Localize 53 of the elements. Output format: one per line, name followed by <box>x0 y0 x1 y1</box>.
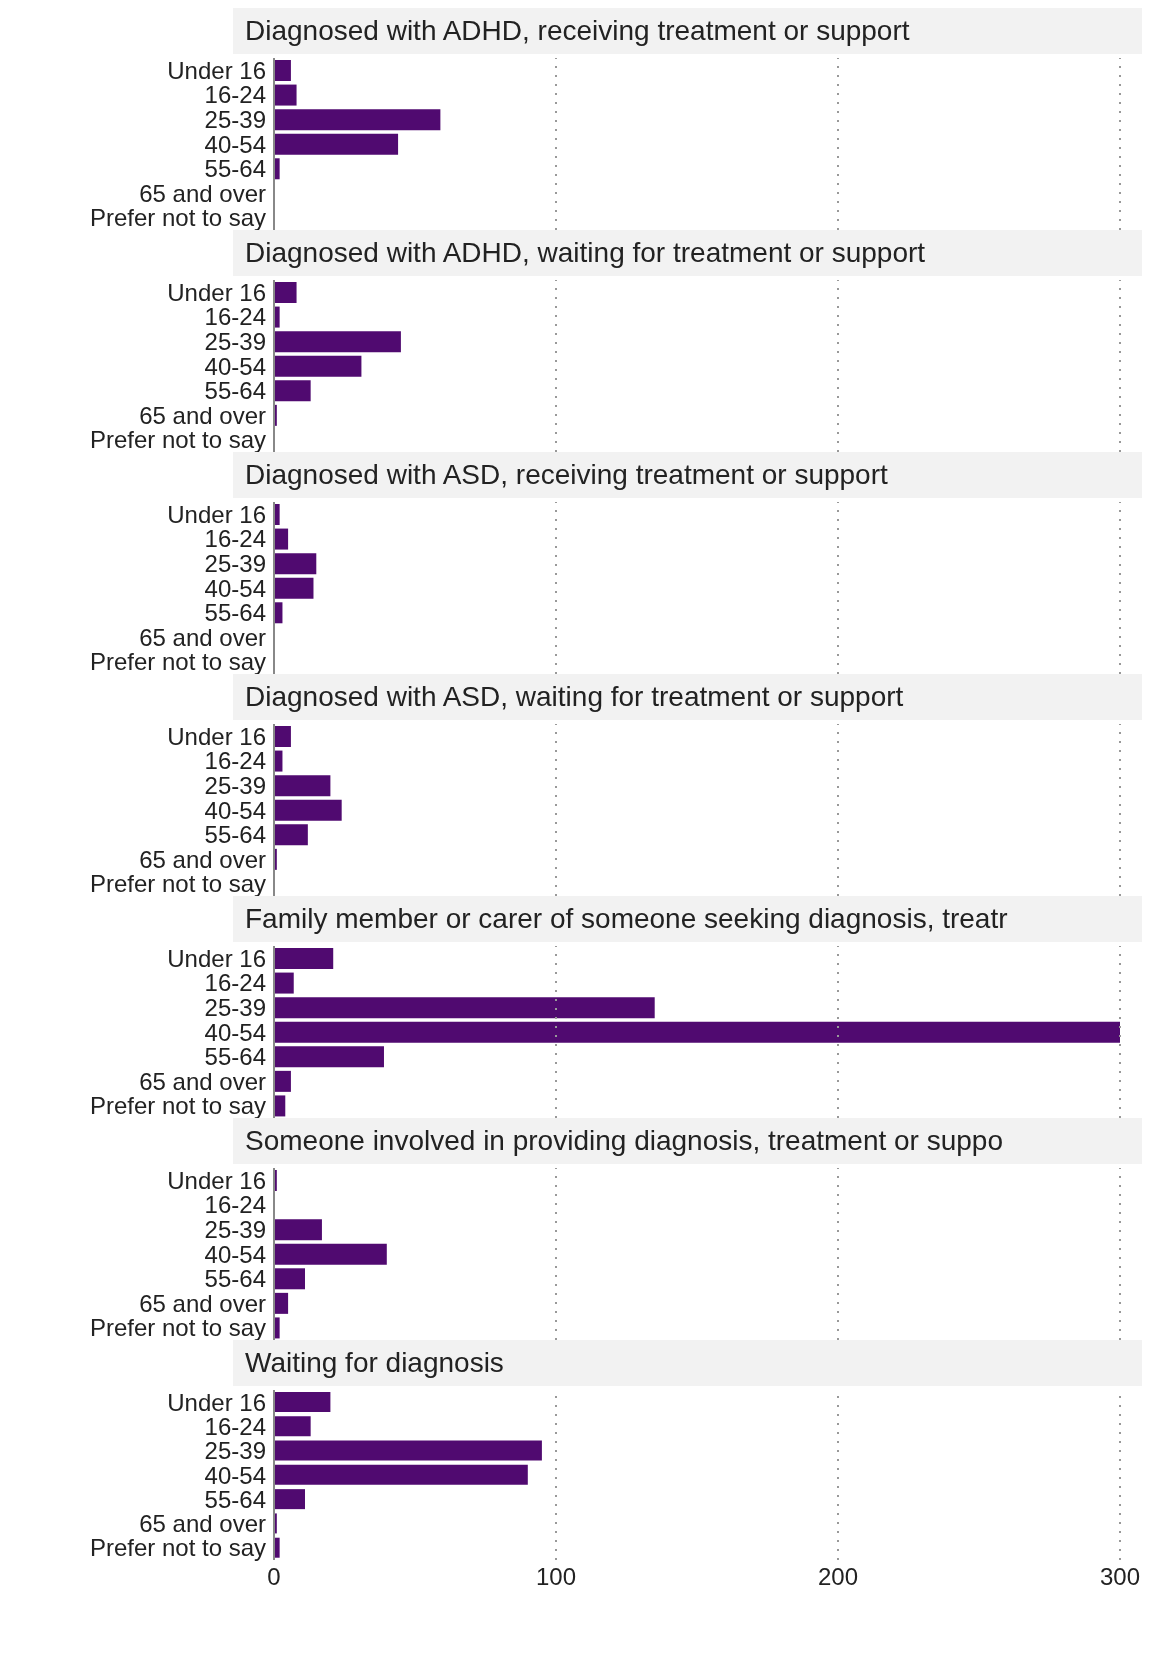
bar <box>274 1392 331 1412</box>
x-tick-label: 100 <box>535 1563 577 1591</box>
chart-title: Someone involved in providing diagnosis, treatment or suppo <box>233 1118 1142 1164</box>
chart-title: Diagnosed with ASD, receiving treatment or support <box>233 452 1142 498</box>
bar <box>274 355 362 377</box>
bar <box>274 60 291 81</box>
y-tick-label: 40-54 <box>204 130 266 158</box>
bar <box>274 799 342 821</box>
y-tick-label: 40-54 <box>204 574 266 602</box>
bar <box>274 1070 291 1092</box>
chart-title: Waiting for diagnosis <box>233 1340 1142 1386</box>
bar <box>274 133 399 155</box>
bar <box>274 577 314 599</box>
chart-title: Diagnosed with ASD, waiting for treatment or support <box>233 674 1142 720</box>
bar <box>274 997 655 1019</box>
x-tick-label: 200 <box>817 1563 859 1591</box>
bar <box>274 1464 528 1485</box>
bar <box>274 380 311 402</box>
bar <box>274 726 291 747</box>
bar <box>274 1219 322 1241</box>
y-tick-label: Under 16 <box>167 722 266 750</box>
bar <box>274 282 297 303</box>
bar <box>274 331 401 353</box>
y-tick-label: Under 16 <box>167 944 266 972</box>
x-tick-label: 300 <box>1099 1563 1141 1591</box>
chart-title: Diagnosed with ADHD, receiving treatment or support <box>233 8 1142 54</box>
bar <box>274 1416 311 1437</box>
bar <box>274 1292 289 1314</box>
bar <box>274 1243 387 1265</box>
bar <box>274 84 297 106</box>
bar <box>274 824 308 846</box>
bar <box>274 1021 1120 1043</box>
y-tick-label: Under 16 <box>167 500 266 528</box>
y-tick-label: 40-54 <box>204 796 266 824</box>
y-tick-label: 40-54 <box>204 1018 266 1046</box>
bar <box>274 775 331 797</box>
x-tick-label: 0 <box>267 1563 281 1591</box>
bar <box>274 948 334 969</box>
bar <box>274 553 317 575</box>
y-tick-label: Under 16 <box>167 56 266 84</box>
y-tick-label: Under 16 <box>167 1166 266 1194</box>
bar <box>274 1440 542 1461</box>
y-tick-label: Under 16 <box>167 278 266 306</box>
y-tick-label: 40-54 <box>204 352 266 380</box>
chart-title: Diagnosed with ADHD, waiting for treatment or support <box>233 230 1142 276</box>
bar <box>274 1046 384 1068</box>
chart-title: Family member or carer of someone seeking diagnosis, treatr <box>233 896 1142 942</box>
bar <box>274 528 289 550</box>
bar <box>274 109 441 131</box>
bar <box>274 1489 306 1510</box>
bar <box>274 972 294 994</box>
y-tick-label: 40-54 <box>204 1240 266 1268</box>
bar <box>274 1268 306 1290</box>
